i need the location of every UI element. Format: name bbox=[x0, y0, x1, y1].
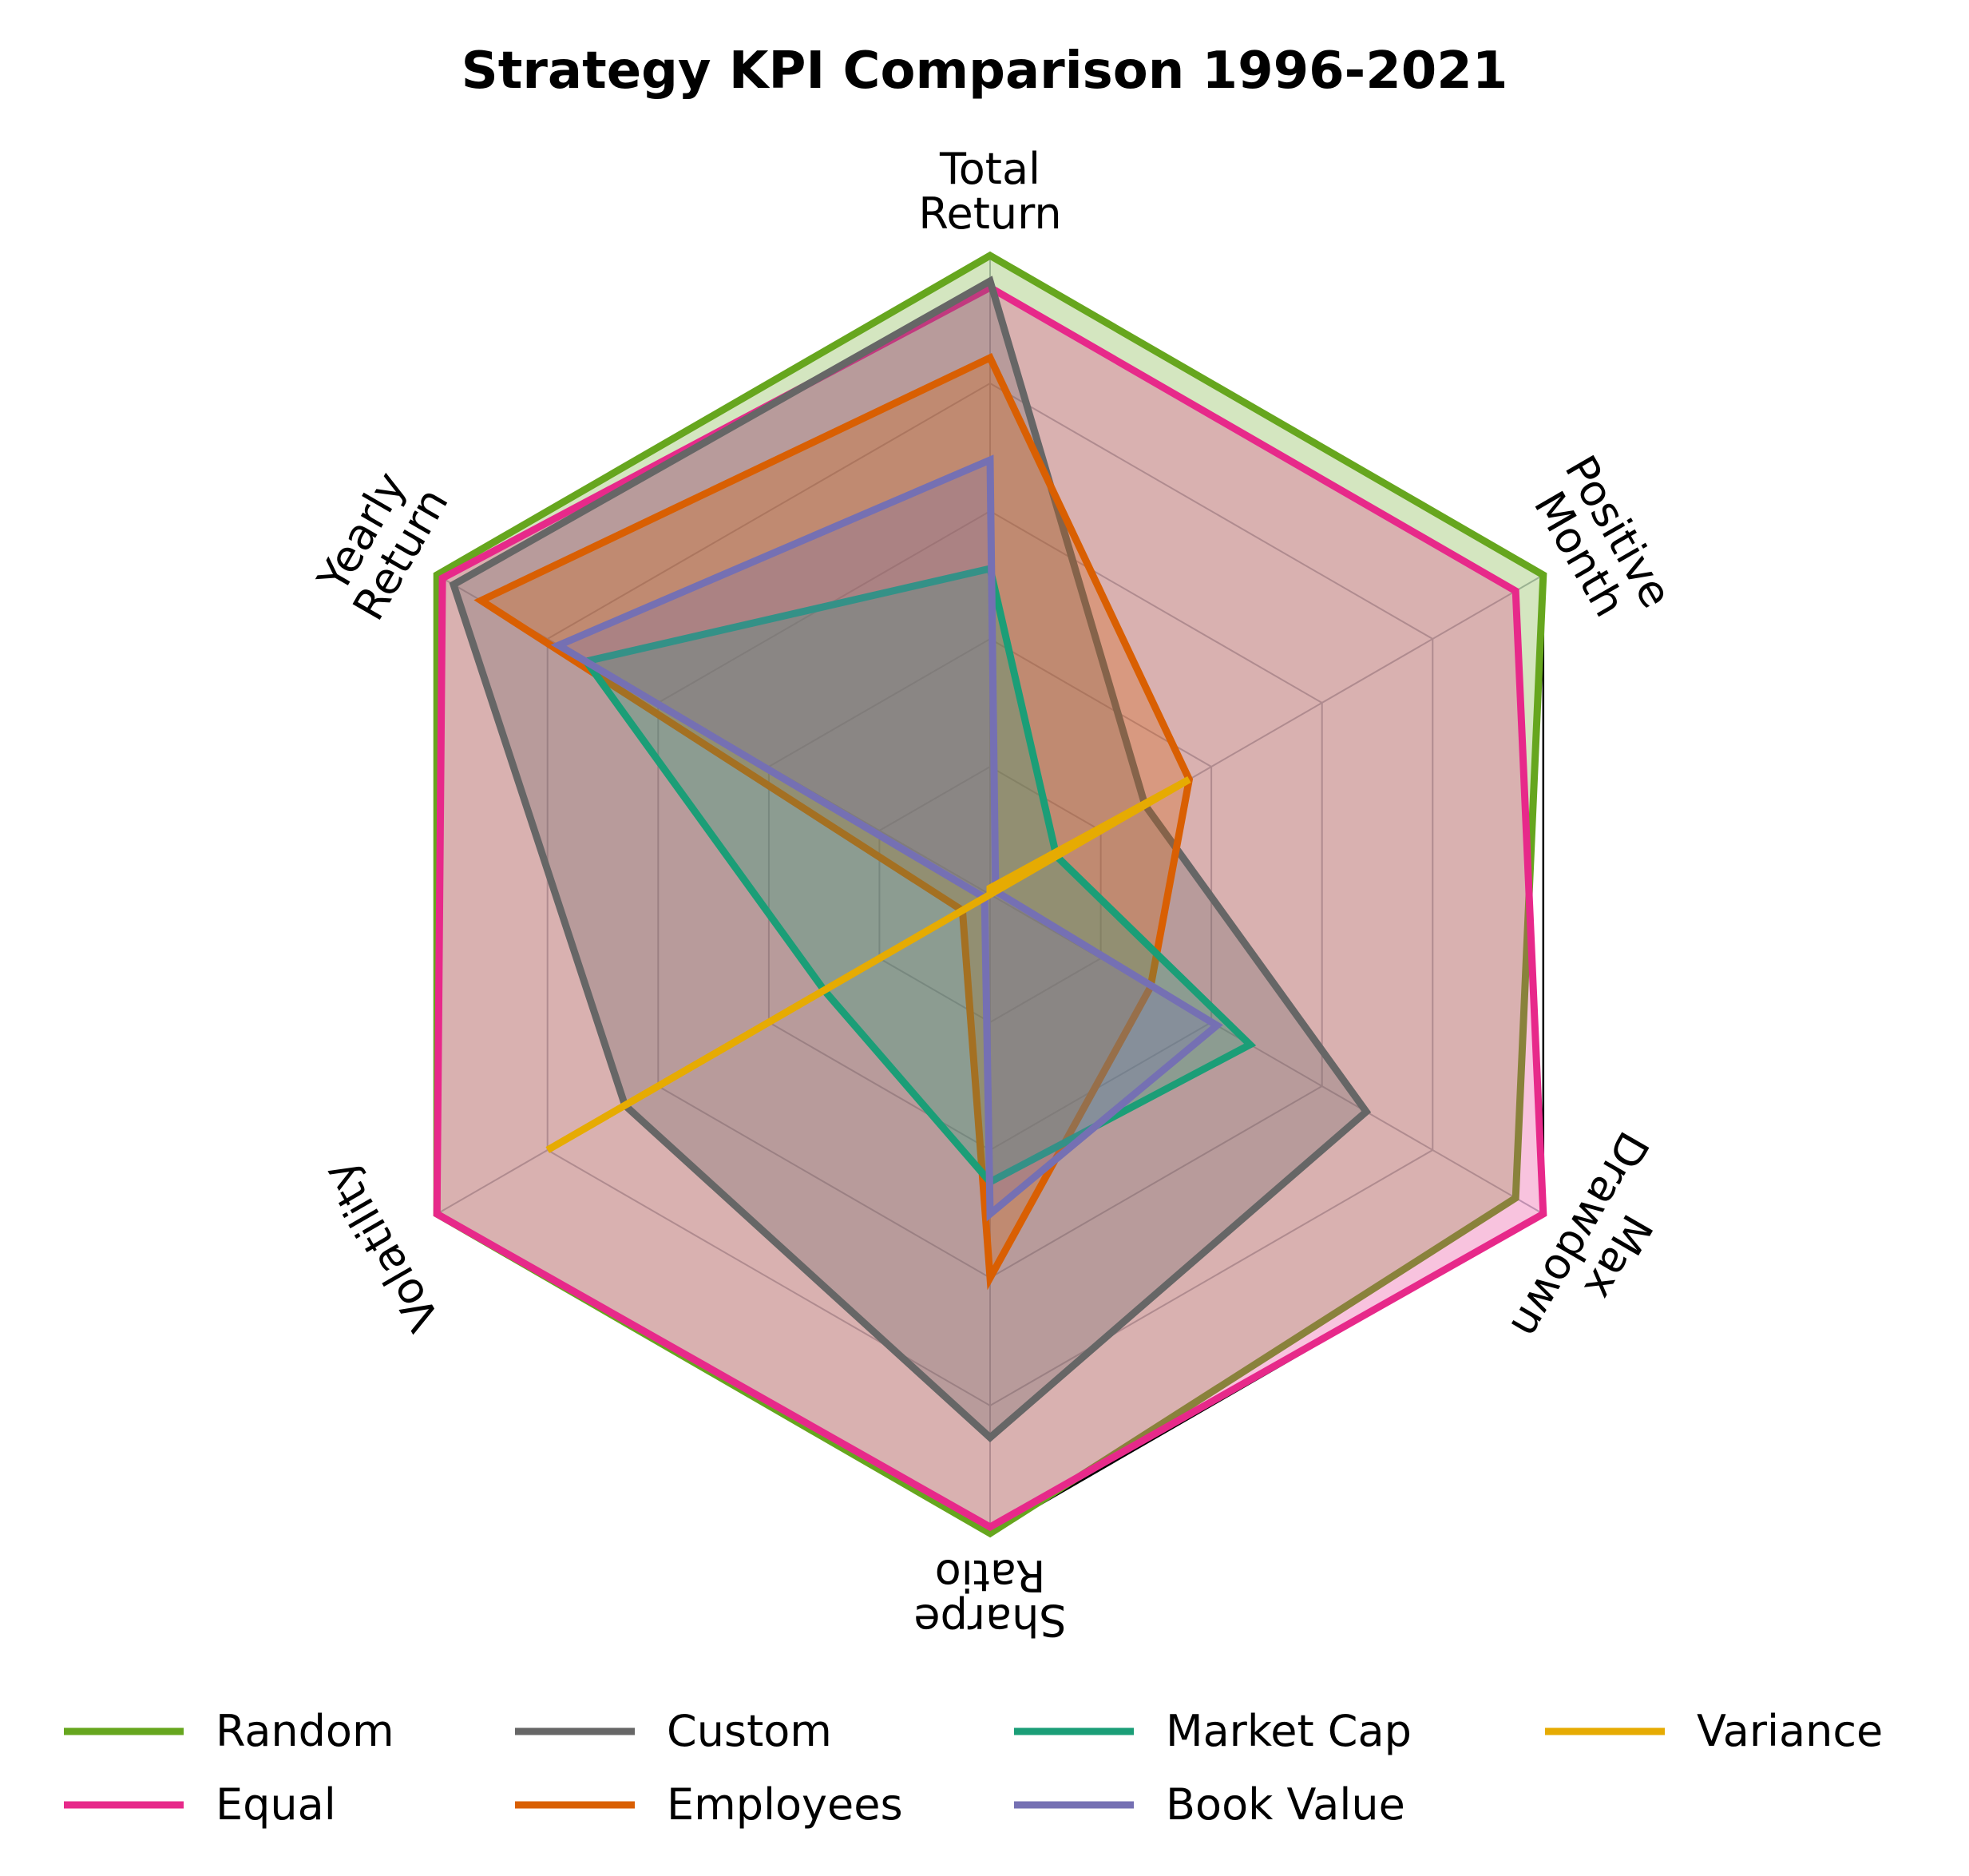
legend-label: Equal bbox=[216, 1779, 336, 1830]
series-line-variance bbox=[545, 776, 1191, 1153]
series-area-market-cap bbox=[586, 569, 1250, 1182]
legend-label: Book Value bbox=[1166, 1779, 1405, 1830]
legend-label: Employees bbox=[667, 1779, 903, 1830]
legend: Random Equal Custom Employees Market Cap Book… bbox=[64, 1706, 1883, 1830]
axis-label: Total bbox=[939, 144, 1040, 194]
legend-label: Custom bbox=[667, 1706, 832, 1756]
series-line-equal bbox=[433, 283, 1547, 1532]
legend-label: Random bbox=[216, 1706, 394, 1756]
chart-title: Strategy KPI Comparison 1996-2021 bbox=[462, 42, 1508, 101]
series-area-custom bbox=[454, 281, 1367, 1438]
radar-series bbox=[433, 251, 1547, 1538]
series-area-employees bbox=[481, 358, 1190, 1278]
axis-label: Sharpe bbox=[913, 1595, 1066, 1645]
series-area-equal bbox=[437, 288, 1543, 1527]
axis-label-group: Volatility bbox=[313, 1153, 450, 1339]
legend-label: Variance bbox=[1697, 1706, 1883, 1756]
axis-label: Volatility bbox=[313, 1153, 450, 1339]
axis-label: Ratio bbox=[935, 1550, 1046, 1600]
legend-label: Market Cap bbox=[1166, 1706, 1412, 1756]
axis-label: Return bbox=[918, 188, 1061, 239]
series-line-random bbox=[433, 251, 1547, 1538]
